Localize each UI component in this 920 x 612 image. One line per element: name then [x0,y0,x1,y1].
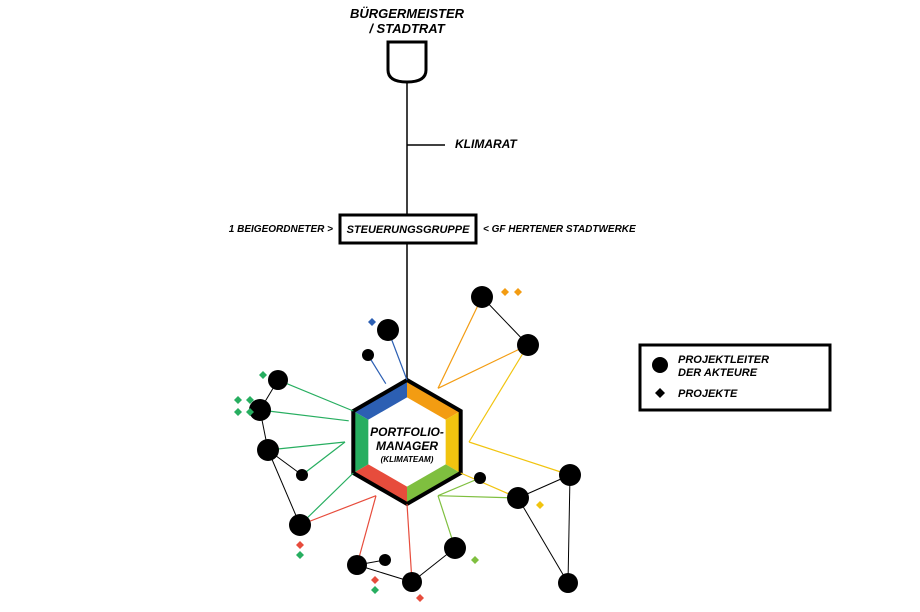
svg-text:MANAGER: MANAGER [376,439,438,453]
svg-text:PORTFOLIO-: PORTFOLIO- [370,425,444,439]
svg-text:/ STADTRAT: / STADTRAT [368,21,445,36]
svg-text:STEUERUNGSGRUPPE: STEUERUNGSGRUPPE [347,224,471,236]
svg-text:< GF HERTENER STADTWERKE: < GF HERTENER STADTWERKE [483,224,636,235]
svg-text:(KLIMATEAM): (KLIMATEAM) [381,455,434,464]
org-diagram: BÜRGERMEISTER/ STADTRAT KLIMARAT STEUERUNG… [0,0,920,612]
svg-text:PROJEKTLEITER: PROJEKTLEITER [678,354,769,366]
svg-text:DER AKTEURE: DER AKTEURE [678,367,758,379]
svg-text:KLIMARAT: KLIMARAT [455,137,518,151]
svg-text:PROJEKTE: PROJEKTE [678,388,738,400]
svg-text:1 BEIGEORDNETER >: 1 BEIGEORDNETER > [229,224,333,235]
svg-text:BÜRGERMEISTER: BÜRGERMEISTER [350,6,465,21]
